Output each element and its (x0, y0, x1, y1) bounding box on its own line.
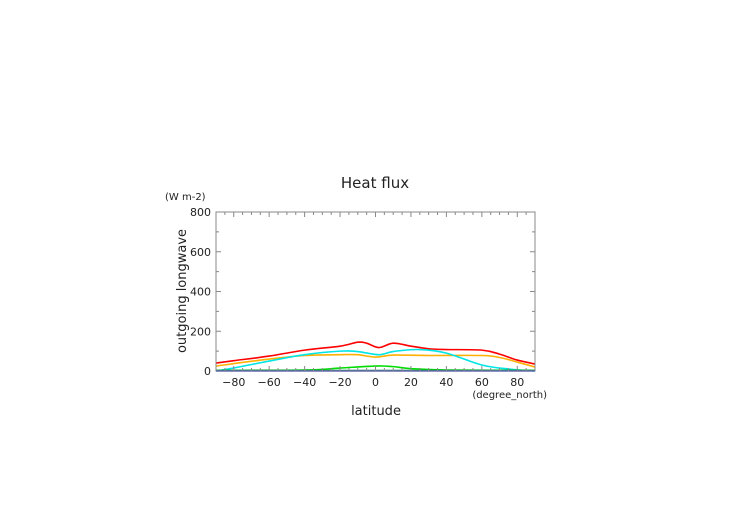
x-tick-label: 20 (404, 376, 418, 389)
y-tick-label: 800 (190, 206, 211, 219)
x-tick-label: −80 (222, 376, 245, 389)
x-unit: (degree_north) (472, 390, 547, 401)
x-tick-label: −60 (258, 376, 281, 389)
x-tick-label: 60 (475, 376, 489, 389)
y-unit: (W m-2) (165, 192, 206, 203)
y-tick-label: 600 (190, 246, 211, 259)
x-tick-label: 0 (372, 376, 379, 389)
y-tick-label: 200 (190, 325, 211, 338)
series-line-2 (215, 348, 536, 372)
y-axis-label: outgoing longwave (175, 229, 190, 353)
chart-title: Heat flux (341, 174, 409, 192)
x-tick-label: 80 (510, 376, 524, 389)
x-axis-label: latitude (351, 404, 401, 419)
x-tick-label: 40 (439, 376, 453, 389)
x-tick-label: −40 (293, 376, 316, 389)
series-line-0 (215, 341, 536, 365)
y-tick-label: 400 (190, 286, 211, 299)
y-tick-label: 0 (204, 365, 211, 378)
x-tick-label: −20 (328, 376, 351, 389)
